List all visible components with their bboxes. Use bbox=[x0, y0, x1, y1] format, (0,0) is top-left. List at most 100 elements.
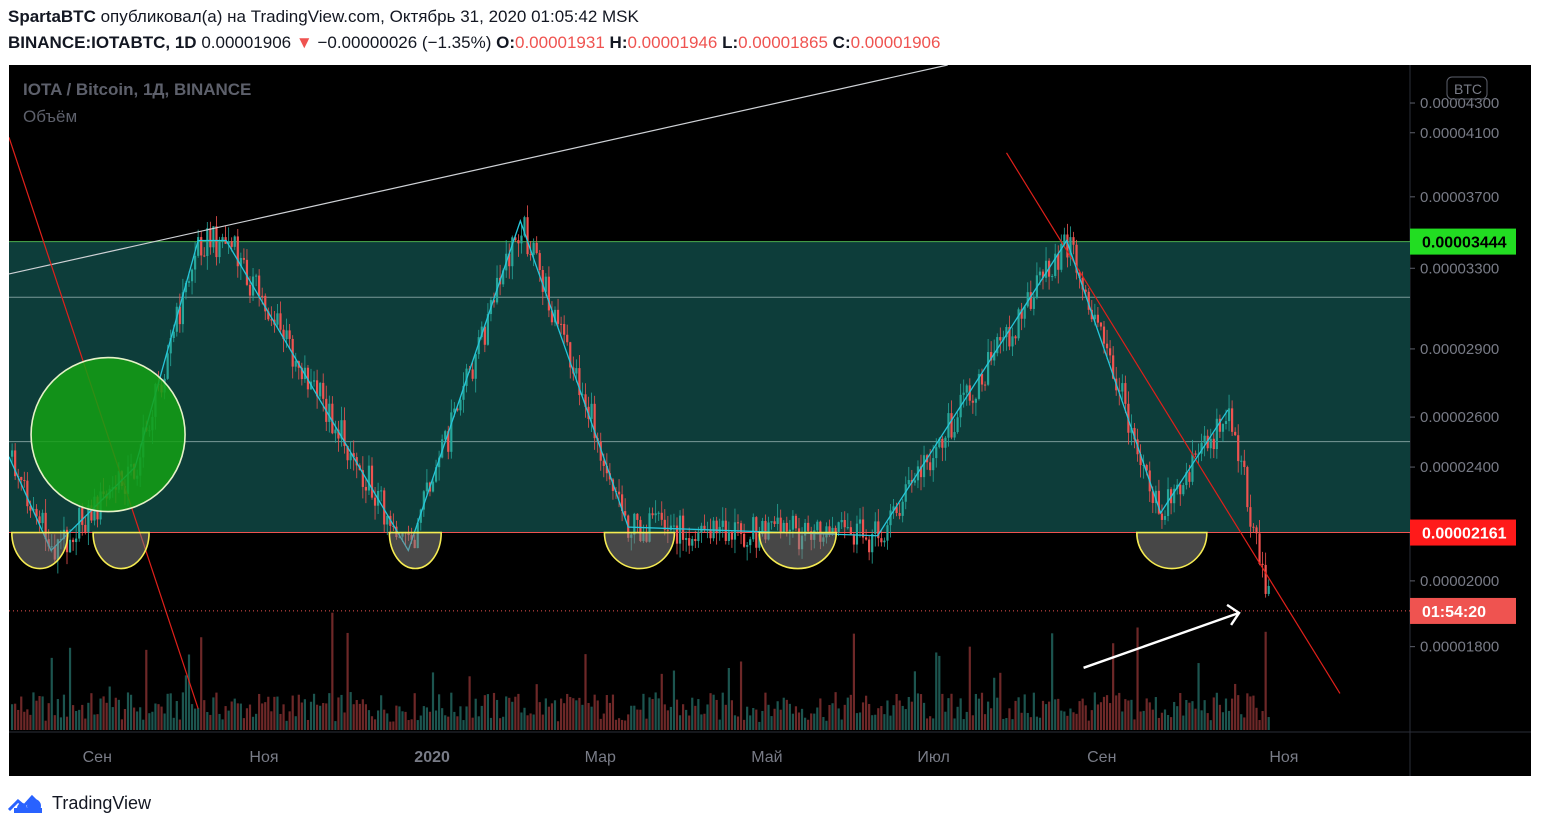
candle-body bbox=[791, 515, 794, 530]
volume-bar bbox=[1096, 704, 1099, 730]
candle-body bbox=[75, 538, 78, 543]
volume-bar bbox=[526, 715, 529, 730]
candle-body bbox=[1026, 292, 1029, 307]
candle-body bbox=[1249, 507, 1252, 527]
candle-body bbox=[447, 431, 450, 452]
volume-bar bbox=[831, 703, 834, 730]
volume-bar bbox=[800, 708, 804, 730]
volume-bar bbox=[660, 673, 663, 730]
candle-body bbox=[1032, 298, 1035, 309]
volume-bar bbox=[727, 667, 730, 730]
volume-bar bbox=[1075, 713, 1078, 730]
volume-bar bbox=[846, 697, 849, 730]
volume-bar bbox=[858, 712, 862, 730]
volume-bar bbox=[1014, 700, 1017, 730]
currency-badge bbox=[1446, 76, 1488, 100]
volume-bar bbox=[1249, 696, 1252, 730]
candle-body bbox=[691, 539, 694, 546]
candle-body bbox=[730, 531, 733, 540]
volume-bar bbox=[175, 701, 178, 730]
candle-body bbox=[874, 521, 877, 534]
volume-bar bbox=[1008, 708, 1011, 730]
candle-body bbox=[1218, 418, 1221, 432]
volume-bar bbox=[566, 693, 569, 730]
candle-body bbox=[38, 516, 41, 524]
candle-body bbox=[184, 282, 188, 293]
candle-body bbox=[172, 331, 175, 338]
candle-body bbox=[840, 519, 843, 523]
candle-body bbox=[1234, 431, 1237, 436]
candle-body bbox=[502, 270, 505, 285]
candle-body bbox=[1005, 327, 1008, 338]
candle-body bbox=[35, 508, 38, 517]
candle-body bbox=[831, 527, 834, 535]
volume-bar bbox=[111, 707, 114, 730]
volume-bar bbox=[1182, 715, 1185, 730]
volume-bar bbox=[581, 704, 584, 730]
volume-bar bbox=[541, 714, 544, 730]
candle-body bbox=[218, 241, 221, 258]
volume-bar bbox=[75, 710, 78, 730]
candle-body bbox=[782, 522, 785, 533]
volume-bar bbox=[697, 699, 700, 730]
candle-body bbox=[953, 432, 956, 438]
candle-body bbox=[261, 295, 264, 297]
candle-body bbox=[715, 520, 718, 534]
price-chart[interactable]: 0.00004300 0.00004100 0.00003700 0.00003300… bbox=[9, 65, 1531, 776]
volume-bar bbox=[26, 709, 29, 730]
candle-body bbox=[245, 259, 249, 285]
volume-bar bbox=[364, 704, 367, 730]
x-tick-label: Май bbox=[751, 749, 782, 766]
volume-bar bbox=[941, 693, 944, 730]
volume-bar bbox=[1258, 720, 1261, 730]
candle-body bbox=[922, 455, 926, 478]
candle-body bbox=[90, 505, 93, 521]
volume-bar bbox=[633, 705, 636, 730]
low-label: L: bbox=[722, 33, 739, 52]
volume-bar bbox=[139, 707, 142, 730]
volume-bar bbox=[160, 706, 163, 730]
author-name[interactable]: SpartaBTC bbox=[8, 7, 96, 26]
volume-bar bbox=[1023, 694, 1026, 730]
volume-bar bbox=[990, 708, 993, 730]
volume-bar bbox=[843, 704, 846, 730]
volume-bar bbox=[983, 714, 987, 730]
volume-bar bbox=[794, 706, 798, 730]
candle-body bbox=[166, 353, 169, 379]
volume-bar bbox=[453, 711, 456, 730]
footer-brand[interactable]: TradingView bbox=[8, 792, 151, 814]
volume-bar bbox=[514, 696, 517, 730]
volume-bar bbox=[32, 692, 35, 730]
candle-body bbox=[373, 497, 377, 506]
volume-bar bbox=[276, 696, 279, 730]
volume-bar bbox=[926, 718, 929, 730]
volume-bar bbox=[50, 657, 53, 730]
candle-body bbox=[1221, 424, 1225, 432]
candle-body bbox=[14, 450, 17, 477]
volume-bar bbox=[575, 700, 578, 730]
volume-bar bbox=[373, 719, 377, 730]
candle-body bbox=[230, 241, 233, 247]
candle-body bbox=[550, 310, 554, 323]
volume-bar bbox=[184, 675, 188, 730]
support-price-label-bg bbox=[1410, 519, 1516, 546]
chart-legend-title: IOTA / Bitcoin, 1Д, BINANCE bbox=[23, 80, 252, 99]
candle-body bbox=[1121, 383, 1124, 392]
candle-body bbox=[209, 228, 212, 248]
volume-bar bbox=[35, 700, 38, 730]
chart-area[interactable]: 0.00004300 0.00004100 0.00003700 0.00003300… bbox=[9, 65, 1531, 776]
volume-bar bbox=[804, 717, 807, 730]
volume-bar bbox=[316, 704, 319, 730]
candle-body bbox=[743, 533, 746, 547]
volume-bar bbox=[1066, 715, 1069, 730]
candle-body bbox=[41, 512, 44, 524]
volume-bar bbox=[773, 708, 776, 730]
volume-bar bbox=[1151, 709, 1154, 730]
volume-bar bbox=[1224, 698, 1228, 730]
candle-body bbox=[639, 519, 642, 542]
volume-bar bbox=[370, 716, 374, 730]
candle-body bbox=[431, 481, 435, 492]
volume-bar bbox=[142, 719, 145, 730]
support-price-label: 0.00002161 bbox=[1422, 526, 1507, 543]
tradingview-brand: TradingView bbox=[52, 792, 152, 813]
